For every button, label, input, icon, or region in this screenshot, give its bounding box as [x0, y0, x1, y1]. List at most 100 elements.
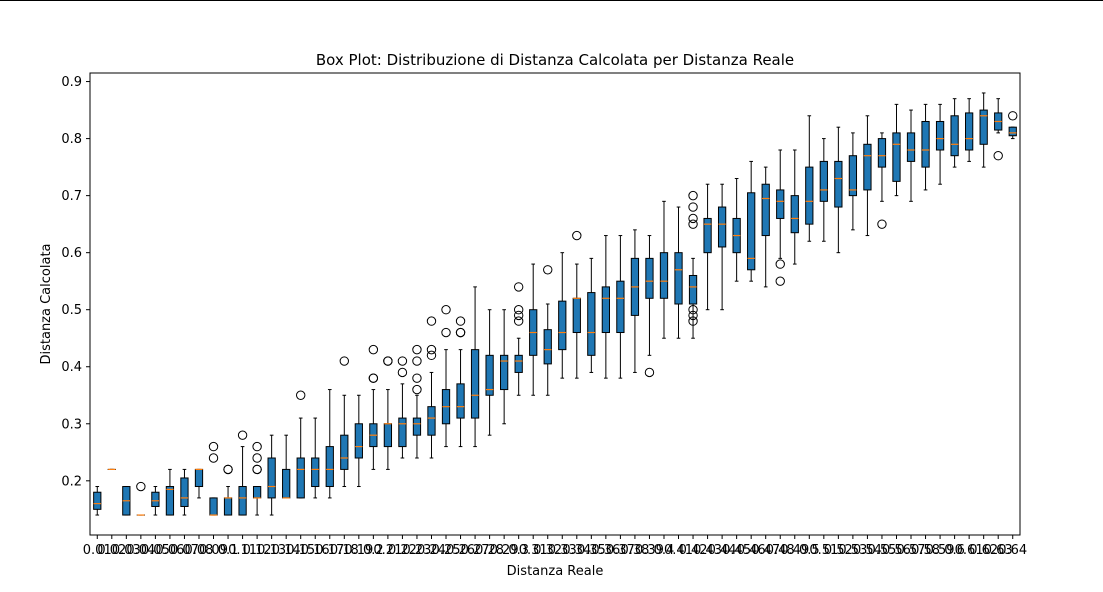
box-group	[297, 391, 305, 498]
outlier-point	[514, 306, 522, 314]
box-group	[501, 310, 508, 424]
box-iqr	[312, 458, 319, 487]
box-group	[268, 435, 275, 515]
y-tick-label: 0.8	[61, 132, 82, 147]
outlier-point	[253, 465, 261, 473]
box-group	[718, 184, 725, 309]
outlier-point	[253, 442, 261, 450]
outlier-point	[878, 220, 886, 228]
box-group	[152, 487, 159, 516]
outlier-point	[456, 328, 464, 336]
box-group	[660, 201, 667, 338]
box-iqr	[544, 330, 551, 364]
box-iqr	[777, 190, 784, 219]
outlier-point	[384, 357, 392, 365]
box-group	[820, 139, 827, 242]
outlier-point	[297, 391, 305, 399]
outlier-point	[514, 283, 522, 291]
box-group	[631, 230, 638, 373]
box-group	[645, 236, 653, 377]
box-iqr	[413, 418, 420, 435]
box-group	[224, 465, 232, 515]
y-tick-label: 0.7	[61, 189, 82, 204]
outlier-point	[209, 442, 217, 450]
box-group	[195, 469, 202, 498]
box-iqr	[515, 355, 522, 372]
box-group	[791, 150, 798, 264]
box-group	[544, 266, 552, 396]
outlier-point	[224, 465, 232, 473]
outlier-point	[398, 368, 406, 376]
boxes-layer	[94, 93, 1017, 515]
outlier-point	[413, 345, 421, 353]
box-group	[253, 442, 261, 515]
outlier-point	[413, 357, 421, 365]
box-group	[966, 99, 973, 162]
outlier-point	[137, 482, 145, 490]
outlier-point	[369, 345, 377, 353]
box-group	[951, 99, 958, 167]
box-group	[123, 487, 130, 516]
box-iqr	[573, 298, 580, 332]
box-iqr	[181, 478, 188, 507]
outlier-point	[427, 317, 435, 325]
box-group	[427, 317, 435, 458]
box-group	[994, 99, 1002, 160]
box-iqr	[297, 458, 304, 498]
box-iqr	[820, 161, 827, 201]
box-iqr	[806, 167, 813, 224]
top-border-line	[0, 0, 1103, 1]
box-iqr	[893, 133, 900, 181]
box-group	[166, 469, 173, 515]
box-group	[209, 442, 217, 515]
box-group	[1009, 112, 1017, 139]
box-group	[530, 264, 537, 395]
box-iqr	[588, 293, 595, 356]
outlier-point	[427, 345, 435, 353]
outlier-point	[413, 374, 421, 382]
box-iqr	[283, 469, 290, 498]
box-group	[238, 431, 246, 515]
box-iqr	[951, 116, 958, 156]
box-iqr	[559, 301, 566, 349]
box-iqr	[762, 184, 769, 235]
box-iqr	[253, 487, 260, 498]
outlier-point	[398, 357, 406, 365]
box-iqr	[878, 139, 885, 168]
outlier-point	[689, 203, 697, 211]
box-iqr	[675, 253, 682, 304]
outlier-point	[689, 214, 697, 222]
outlier-point	[253, 454, 261, 462]
box-group	[559, 253, 566, 378]
box-group	[936, 104, 943, 184]
box-group	[413, 345, 421, 458]
box-group	[748, 161, 755, 281]
outlier-point	[544, 266, 552, 274]
box-iqr	[268, 458, 275, 498]
box-iqr	[399, 418, 406, 447]
box-group	[602, 236, 609, 379]
outlier-point	[776, 277, 784, 285]
box-iqr	[355, 424, 362, 458]
box-group	[878, 133, 886, 228]
box-group	[326, 390, 333, 498]
box-iqr	[326, 447, 333, 487]
outlier-point	[413, 385, 421, 393]
box-iqr	[617, 281, 624, 332]
box-group	[689, 191, 697, 338]
box-group	[137, 482, 145, 515]
box-iqr	[94, 492, 101, 509]
box-group	[762, 167, 769, 287]
box-iqr	[966, 113, 973, 150]
box-group	[355, 395, 362, 486]
box-group	[384, 357, 392, 470]
box-iqr	[239, 487, 246, 516]
box-group	[704, 184, 711, 309]
box-group	[806, 116, 813, 241]
outlier-point	[645, 368, 653, 376]
outlier-point	[340, 357, 348, 365]
box-iqr	[1009, 127, 1016, 136]
box-group	[675, 207, 682, 338]
box-group	[980, 93, 987, 167]
outlier-point	[442, 328, 450, 336]
